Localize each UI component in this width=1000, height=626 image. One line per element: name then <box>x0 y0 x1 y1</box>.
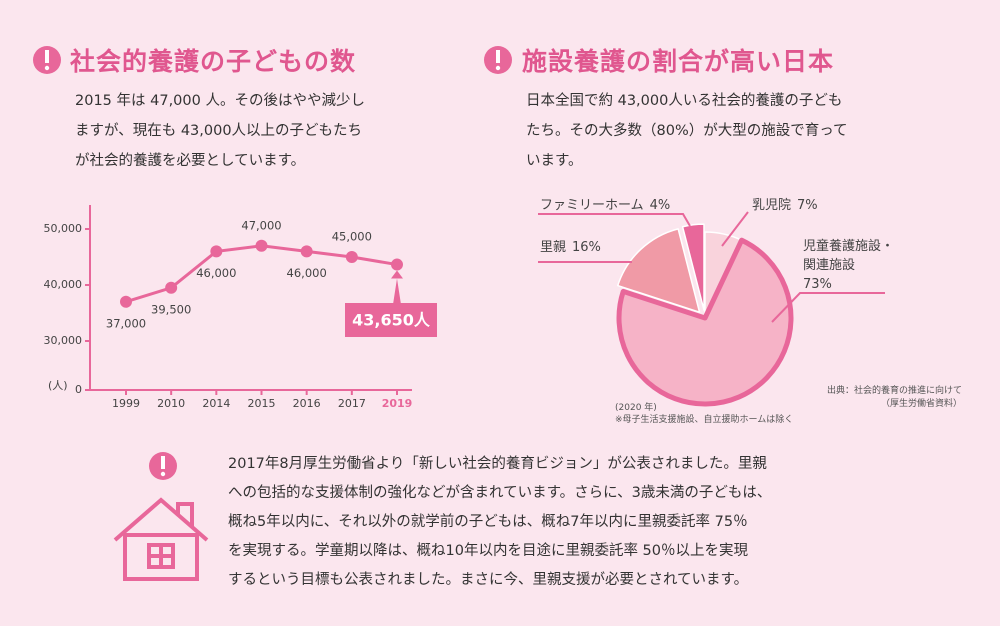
right-body: 日本全国で約 43,000人いる社会的養護の子ども たち。その大多数（80%）が… <box>526 93 848 169</box>
x-tick-label: 2019 <box>382 397 413 410</box>
pie-footnote: ※母子生活支援施設、自立援助ホームは除く <box>615 415 794 425</box>
x-tick-label: 2016 <box>293 397 321 410</box>
slice-name: 乳児院 <box>752 198 792 213</box>
y-tick-label: 30,000 <box>44 334 83 347</box>
slice-name: 里親 <box>540 240 567 255</box>
leader-line <box>721 211 749 247</box>
pie-label: 里親 16% <box>540 238 601 257</box>
data-point <box>391 258 403 271</box>
slice-value: 16% <box>572 240 601 255</box>
data-point <box>120 295 132 308</box>
value-label: 47,000 <box>241 218 281 232</box>
value-label: 37,000 <box>106 316 146 330</box>
y-tick-label: 40,000 <box>44 278 83 291</box>
left-title: 社会的養護の子どもの数 <box>70 47 357 76</box>
pie-year: (2020 年) <box>615 403 657 413</box>
house-icon <box>113 497 209 581</box>
data-point <box>210 245 223 258</box>
value-label: 46,000 <box>196 266 236 280</box>
data-point <box>165 281 178 294</box>
x-tick-label: 2010 <box>157 397 185 410</box>
pie-slice <box>616 228 701 313</box>
leader-line <box>771 292 885 323</box>
data-point <box>345 251 358 263</box>
pie-slice <box>681 223 705 311</box>
icon-right <box>484 46 512 74</box>
callout-box <box>345 303 437 337</box>
slice-value: 7% <box>797 198 818 213</box>
right-title: 施設養護の割合が高い日本 <box>522 47 835 76</box>
x-tick-label: 1999 <box>112 397 140 410</box>
y-axis-label: (人) <box>48 379 68 392</box>
y-tick-label: 50,000 <box>44 222 83 235</box>
pie-slice <box>616 237 794 407</box>
slice-name: ファミリーホーム <box>540 198 644 213</box>
x-tick-label: 2014 <box>202 397 230 410</box>
notice-body: 2017年8月厚生労働省より「新しい社会的養育ビジョン」が公表されました。里親 … <box>228 456 772 588</box>
value-label: 46,000 <box>287 266 327 280</box>
slice-name: 児童養護施設・ 関連施設 <box>803 239 895 273</box>
pie-label: 乳児院 7% <box>752 196 818 215</box>
left-body: 2015 年は 47,000 人。その後はやや減少し ますが、現在も 43,00… <box>75 93 365 169</box>
data-point <box>300 245 313 258</box>
pie-source: 出典：社会的養育の推進に向けて （厚生労働省資料） <box>826 386 962 409</box>
icon-notice <box>149 452 177 480</box>
pie-label: ファミリーホーム 4% <box>540 196 670 215</box>
value-label: 39,500 <box>151 302 191 316</box>
x-tick-label: 2015 <box>248 397 276 410</box>
slice-value: 4% <box>649 198 671 213</box>
pie-label: 児童養護施設・ 関連施設 73% <box>803 237 894 294</box>
x-tick-label: 2017 <box>338 397 366 410</box>
value-label: 45,000 <box>332 230 372 244</box>
callout-label: 43,650人 <box>352 311 431 330</box>
icon-left <box>33 46 61 74</box>
leader-line <box>538 213 691 227</box>
callout-pointer <box>391 270 403 305</box>
slice-value: 73% <box>803 277 832 292</box>
data-point <box>255 239 268 252</box>
y-tick-label: 0 <box>75 383 82 396</box>
